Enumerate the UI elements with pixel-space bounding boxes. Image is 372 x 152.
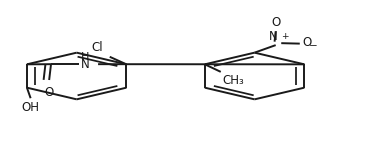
Text: O: O <box>271 16 280 29</box>
Text: H: H <box>81 52 89 62</box>
Text: O: O <box>302 36 312 49</box>
Text: CH₃: CH₃ <box>222 74 244 87</box>
Text: N: N <box>81 58 89 71</box>
Text: N: N <box>269 30 278 43</box>
Text: +: + <box>281 32 289 41</box>
Text: Cl: Cl <box>92 41 103 54</box>
Text: OH: OH <box>22 101 40 114</box>
Text: O: O <box>45 86 54 99</box>
Text: −: − <box>309 41 318 51</box>
